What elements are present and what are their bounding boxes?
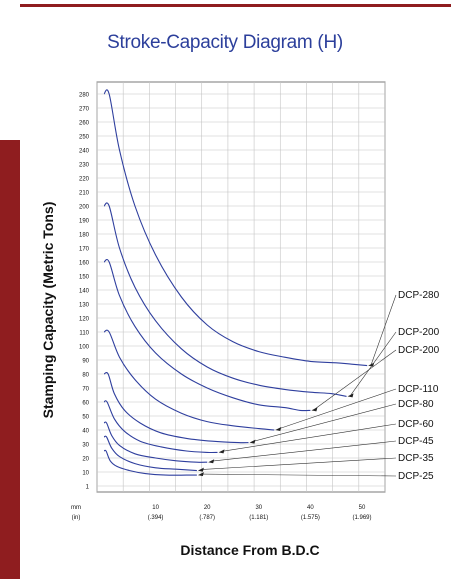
arrow-head (197, 472, 204, 477)
x-tick-sublabel: (.787) (199, 515, 215, 521)
arrow-head (347, 393, 354, 398)
series-line-dcp-60 (103, 400, 218, 454)
y-tick-label: 250 (79, 135, 90, 141)
x-tick-sublabel: (1.575) (301, 515, 320, 521)
y-tick-label: 40 (82, 429, 89, 435)
series-line-dcp-280 (103, 89, 368, 367)
y-tick-label: 160 (79, 261, 90, 267)
legend-label-dcp-45: DCP-45 (398, 436, 434, 447)
legend-label-dcp-200: DCP-200 (398, 345, 440, 356)
y-tick-label: 150 (79, 275, 90, 281)
x-tick-label: 10 (152, 505, 159, 511)
leader-line (252, 403, 397, 442)
y-tick-label: 190 (79, 219, 90, 225)
arrow-head (197, 467, 204, 472)
x-tick-sublabel: (.394) (148, 515, 164, 521)
series-line-dcp-200 (103, 258, 311, 412)
leader-line (278, 388, 397, 430)
x-tick-label: 50 (359, 505, 366, 511)
y-tick-label: 240 (79, 149, 90, 155)
y-tick-label: 1 (86, 485, 90, 491)
y-tick-label: 270 (79, 107, 90, 113)
arrow-head (275, 427, 282, 431)
y-tick-label: 50 (82, 415, 89, 421)
y-tick-label: 170 (79, 247, 90, 253)
arrow-head (311, 407, 318, 412)
x-tick-label: 30 (255, 505, 262, 511)
y-tick-label: 180 (79, 233, 90, 239)
y-tick-label: 260 (79, 121, 90, 127)
series-line-dcp-80 (103, 372, 249, 444)
series-line-dcp-110 (103, 329, 275, 431)
legend-label-dcp-25: DCP-25 (398, 471, 434, 482)
legend-label-dcp-60: DCP-60 (398, 419, 434, 430)
legend-label-dcp-110: DCP-110 (398, 384, 439, 395)
legend-label-dcp-200: DCP-200 (398, 327, 440, 338)
y-tick-label: 130 (79, 303, 90, 309)
leader-line (200, 473, 397, 477)
y-tick-label: 80 (82, 373, 89, 379)
x-unit-sublabel: (in) (72, 515, 81, 521)
y-tick-label: 120 (79, 317, 90, 323)
x-tick-label: 20 (204, 505, 211, 511)
y-tick-label: 90 (82, 359, 89, 365)
leader-line (350, 331, 397, 396)
leader-line (370, 294, 397, 365)
y-tick-label: 200 (79, 205, 90, 211)
y-tick-label: 60 (82, 401, 89, 407)
y-tick-label: 100 (79, 345, 90, 351)
series-line-dcp-200 (103, 202, 347, 397)
x-unit-label: mm (71, 505, 81, 511)
series-line-dcp-25 (103, 449, 197, 476)
arrow-head (218, 449, 225, 454)
legend-label-dcp-280: DCP-280 (398, 290, 440, 301)
y-tick-label: 110 (79, 331, 89, 337)
chart-title: Stroke-Capacity Diagram (H) (107, 32, 343, 53)
x-tick-sublabel: (1.181) (249, 515, 268, 521)
frame-left-border (0, 140, 20, 579)
arrow-head (368, 362, 375, 367)
leader-line (221, 423, 397, 452)
y-tick-label: 220 (79, 177, 90, 183)
y-tick-label: 280 (79, 93, 90, 99)
leader-line (314, 349, 397, 410)
arrow-head (249, 439, 256, 444)
x-axis-label: Distance From B.D.C (180, 542, 320, 558)
series-line-dcp-45 (103, 421, 208, 463)
y-tick-label: 210 (79, 191, 90, 197)
frame-top-border (20, 4, 451, 7)
leader-line (200, 457, 397, 470)
legend-label-dcp-35: DCP-35 (398, 453, 434, 464)
legend-label-dcp-80: DCP-80 (398, 399, 434, 410)
y-tick-label: 10 (82, 471, 89, 477)
arrow-head (208, 459, 215, 464)
plot-area (96, 81, 386, 493)
y-tick-label: 140 (79, 289, 90, 295)
x-tick-label: 40 (307, 505, 314, 511)
y-tick-label: 20 (82, 457, 89, 463)
y-tick-label: 70 (82, 387, 89, 393)
y-tick-label: 30 (82, 443, 89, 449)
series-line-dcp-35 (103, 435, 197, 472)
x-tick-sublabel: (1.969) (352, 515, 371, 521)
leader-line (211, 440, 397, 462)
y-tick-label: 230 (79, 163, 90, 169)
